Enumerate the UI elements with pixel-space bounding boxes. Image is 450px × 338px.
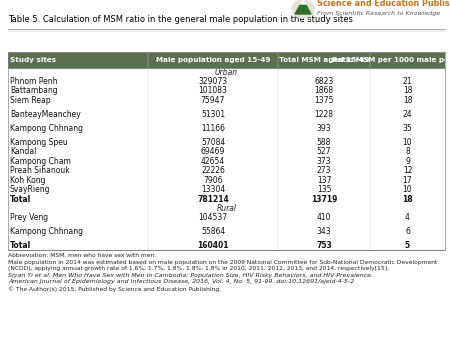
Text: Science and Education Publishing: Science and Education Publishing [317,0,450,8]
Text: 35: 35 [403,124,412,133]
Polygon shape [295,0,311,14]
Text: 104537: 104537 [198,213,228,222]
Text: Total MSM aged 15-49: Total MSM aged 15-49 [279,57,369,63]
FancyBboxPatch shape [8,213,445,222]
Text: 101083: 101083 [198,86,227,95]
Ellipse shape [292,0,314,18]
FancyBboxPatch shape [8,68,445,76]
Text: 18: 18 [403,86,412,95]
Text: 160401: 160401 [197,241,229,250]
Text: Preah Sihanouk: Preah Sihanouk [10,166,70,175]
FancyBboxPatch shape [8,166,445,175]
FancyBboxPatch shape [8,96,445,105]
FancyBboxPatch shape [8,105,445,110]
Text: 7906: 7906 [203,176,223,185]
Text: SvayRieng: SvayRieng [10,185,50,194]
Text: Kandal: Kandal [10,147,36,156]
FancyBboxPatch shape [8,133,445,138]
FancyBboxPatch shape [8,204,445,213]
FancyBboxPatch shape [8,76,445,86]
Text: 21: 21 [403,77,412,86]
Text: Study sites: Study sites [10,57,56,63]
Text: Table 5. Calculation of MSM ratio in the general male population in the study si: Table 5. Calculation of MSM ratio in the… [8,15,353,24]
Text: 69469: 69469 [201,147,225,156]
FancyBboxPatch shape [8,241,445,250]
Text: 11166: 11166 [201,124,225,133]
Text: 13304: 13304 [201,185,225,194]
FancyBboxPatch shape [8,175,445,185]
Text: 6823: 6823 [315,77,333,86]
FancyBboxPatch shape [8,156,445,166]
Text: 329073: 329073 [198,77,228,86]
Text: 18: 18 [403,96,412,105]
Text: 9: 9 [405,157,410,166]
FancyBboxPatch shape [8,138,445,147]
Text: 588: 588 [317,138,331,147]
Polygon shape [300,0,306,4]
Text: Urban: Urban [215,68,238,77]
Text: 753: 753 [316,241,332,250]
FancyBboxPatch shape [8,226,445,236]
Text: Siem Reap: Siem Reap [10,96,50,105]
Text: Kampong Cham: Kampong Cham [10,157,71,166]
Text: 273: 273 [317,166,331,175]
Text: 55864: 55864 [201,227,225,236]
Text: Battambang: Battambang [10,86,58,95]
Text: 137: 137 [317,176,331,185]
FancyBboxPatch shape [8,52,445,68]
Text: 22226: 22226 [201,166,225,175]
Text: 393: 393 [317,124,331,133]
Text: 343: 343 [317,227,331,236]
Text: 410: 410 [317,213,331,222]
Text: 135: 135 [317,185,331,194]
FancyBboxPatch shape [8,222,445,226]
Text: Kampong Chhnang: Kampong Chhnang [10,124,83,133]
Text: Prey Veng: Prey Veng [10,213,48,222]
Text: 57084: 57084 [201,138,225,147]
Text: 8: 8 [405,147,410,156]
FancyBboxPatch shape [8,236,445,241]
Text: Kampong Chhnang: Kampong Chhnang [10,227,83,236]
Text: 13719: 13719 [311,195,337,204]
Text: 42654: 42654 [201,157,225,166]
Text: Koh Kong: Koh Kong [10,176,45,185]
FancyBboxPatch shape [8,147,445,156]
Text: Male population in 2014 was estimated based on male population on the 2009 Natio: Male population in 2014 was estimated ba… [8,260,437,271]
FancyBboxPatch shape [8,185,445,194]
Text: Ratio MSM per 1000 male population: Ratio MSM per 1000 male population [332,57,450,63]
FancyBboxPatch shape [8,86,445,96]
FancyBboxPatch shape [8,119,445,123]
FancyBboxPatch shape [8,194,445,204]
Text: Total: Total [10,241,31,250]
Text: Abbreviation: MSM, men who have sex with men.: Abbreviation: MSM, men who have sex with… [8,253,156,258]
Text: Phnom Penh: Phnom Penh [10,77,58,86]
Text: 24: 24 [403,110,412,119]
FancyBboxPatch shape [8,123,445,133]
Text: 4: 4 [405,213,410,222]
Text: 1375: 1375 [314,96,334,105]
Text: 10: 10 [403,138,412,147]
FancyBboxPatch shape [8,110,445,119]
Text: 1868: 1868 [315,86,333,95]
Text: Kampong Speu: Kampong Speu [10,138,68,147]
Text: 6: 6 [405,227,410,236]
Text: 10: 10 [403,185,412,194]
Text: Total: Total [10,195,31,204]
Text: 18: 18 [402,195,413,204]
Text: 373: 373 [317,157,331,166]
Text: 12: 12 [403,166,412,175]
Text: 51301: 51301 [201,110,225,119]
Text: 75947: 75947 [201,96,225,105]
Text: 5: 5 [405,241,410,250]
Text: From Scientific Research to Knowledge: From Scientific Research to Knowledge [317,10,440,16]
Text: 527: 527 [317,147,331,156]
Text: 1228: 1228 [315,110,333,119]
Text: BanteayMeanchey: BanteayMeanchey [10,110,81,119]
Text: Siyan Yi et al. Men Who Have Sex with Men in Cambodia: Population Size, HIV Risk: Siyan Yi et al. Men Who Have Sex with Me… [8,273,373,284]
Text: 781214: 781214 [197,195,229,204]
Text: Male population aged 15-49: Male population aged 15-49 [156,57,270,63]
Text: 17: 17 [403,176,412,185]
Text: © The Author(s) 2015. Published by Science and Education Publishing.: © The Author(s) 2015. Published by Scien… [8,286,221,292]
Text: Rural: Rural [216,204,237,213]
